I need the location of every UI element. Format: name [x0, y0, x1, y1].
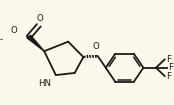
Text: F: F	[166, 72, 171, 81]
Text: O: O	[10, 26, 17, 35]
Text: F: F	[166, 55, 171, 64]
Polygon shape	[27, 35, 44, 51]
Text: HN: HN	[38, 79, 51, 88]
Text: O: O	[93, 42, 99, 51]
Text: -: -	[0, 35, 3, 44]
Text: O: O	[36, 14, 43, 23]
Text: F: F	[168, 63, 173, 72]
